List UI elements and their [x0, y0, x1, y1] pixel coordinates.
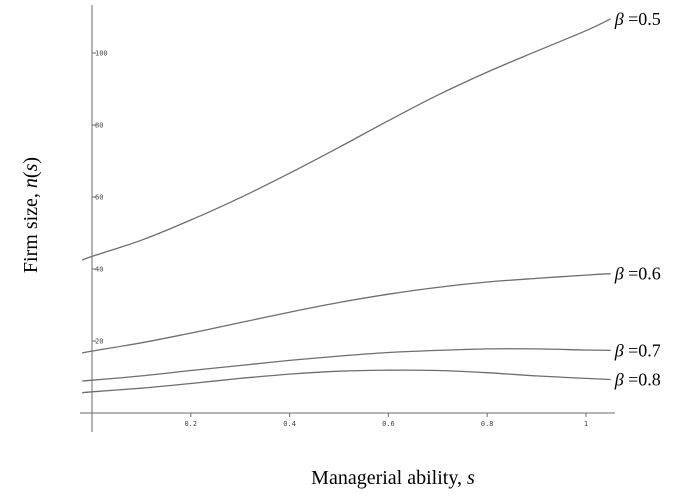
- x-tick-label: 0.2: [184, 420, 197, 428]
- y-axis-title-var2: s: [20, 163, 42, 171]
- series-line-4: [82, 369, 611, 394]
- y-axis-title-mid: (: [20, 171, 42, 178]
- series-label-4: β =0.8: [614, 370, 661, 390]
- series-label-3: β =0.7: [614, 340, 661, 360]
- y-axis-title-post: ): [20, 157, 42, 164]
- x-tick-label: 0.6: [382, 420, 395, 428]
- x-axis-title-var: s: [467, 467, 475, 489]
- x-tick-label: 1: [584, 420, 588, 428]
- x-tick-label: 0.4: [283, 420, 296, 428]
- series-label-value: =0.5: [624, 9, 661, 29]
- series-label-value: =0.6: [624, 264, 661, 284]
- y-tick-label: 40: [95, 266, 103, 274]
- chart-axes: 0.2 0.4 0.6 0.8 1 20 40 60 80 100: [80, 5, 615, 432]
- series-label-value: =0.7: [624, 340, 661, 360]
- series-line-3: [82, 348, 611, 382]
- x-axis-title-text: Managerial ability,: [311, 467, 467, 489]
- series-label-symbol: β: [614, 370, 624, 390]
- series-label-symbol: β: [614, 340, 624, 360]
- series-line-1: [81, 18, 611, 261]
- y-axis-title-pre: Firm size,: [20, 188, 42, 273]
- series-label-1: β =0.5: [614, 9, 661, 29]
- chart-series-group: [81, 18, 611, 394]
- x-axis-title: Managerial ability, s: [311, 467, 475, 489]
- y-tick-label: 100: [95, 50, 108, 58]
- x-tick-label: 0.8: [481, 420, 494, 428]
- series-line-2: [81, 273, 611, 354]
- y-axis-title: Firm size, n(s): [20, 157, 42, 273]
- y-tick-label: 60: [95, 194, 103, 202]
- y-tick-label: 20: [95, 338, 103, 346]
- y-tick-label: 80: [95, 122, 103, 130]
- series-label-value: =0.8: [624, 370, 661, 390]
- series-label-symbol: β: [614, 264, 624, 284]
- chart-series-labels: β =0.5β =0.6β =0.7β =0.8: [614, 9, 661, 390]
- y-axis-title-var1: n: [20, 178, 42, 188]
- series-label-symbol: β: [614, 9, 624, 29]
- series-label-2: β =0.6: [614, 264, 661, 284]
